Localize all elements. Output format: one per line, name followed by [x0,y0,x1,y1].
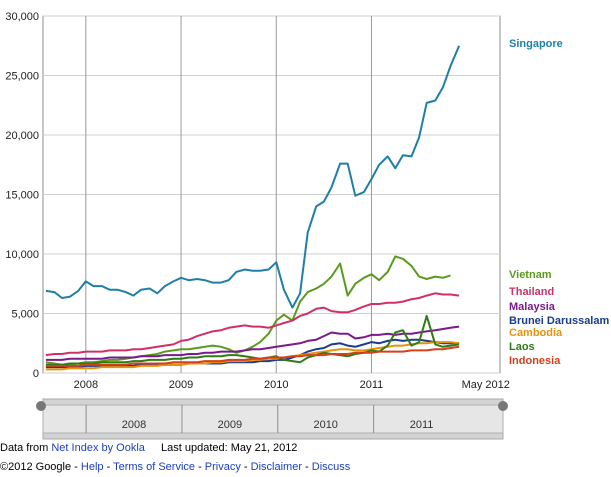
terms-link[interactable]: Terms of Service [113,461,196,473]
y-tick-label: 5,000 [11,309,39,321]
ookla-link[interactable]: Net Index by Ookla [51,442,145,454]
y-tick-label: 20,000 [5,130,39,142]
legend-label-brunei-darussalam: Brunei Darussalam [509,315,609,327]
series-line-thailand[interactable] [45,292,460,357]
series-line-cambodia[interactable] [45,341,460,371]
last-updated: Last updated: May 21, 2012 [161,442,298,454]
x-tick-label: 2009 [169,379,193,391]
discuss-link[interactable]: Discuss [311,461,351,473]
navigator-year-label: 2009 [218,419,242,431]
series-line-laos[interactable] [45,314,460,366]
navigator-selection[interactable] [42,404,504,434]
navigator-year-label: 2008 [122,419,146,431]
legend-label-thailand: Thailand [509,286,554,298]
help-link[interactable]: Help [80,461,104,473]
footer-source-line: Data from Net Index by Ookla Last update… [0,442,297,454]
copyright: ©2012 Google [0,461,72,473]
legend-label-indonesia: Indonesia [509,355,561,367]
series-line-singapore[interactable] [45,45,461,309]
disclaimer-link[interactable]: Disclaimer [250,461,302,473]
series-line-vietnam[interactable] [45,255,451,366]
source-prefix: Data from [0,442,49,454]
navigator-year-label: 2010 [313,419,337,431]
legend-label-vietnam: Vietnam [509,269,552,281]
range-navigator[interactable]: 2008 2009 2010 2011 [36,398,508,440]
navigator-year-label: 2011 [410,419,434,431]
x-tick-label: 2008 [74,379,98,391]
x-tick-label: May 2012 [462,379,510,391]
y-tick-label: 15,000 [5,190,39,202]
y-tick-label: 0 [33,368,39,380]
navigator-left-handle[interactable] [36,401,46,411]
y-tick-label: 25,000 [5,71,39,83]
privacy-link[interactable]: Privacy [204,461,241,473]
y-tick-label: 30,000 [5,11,39,23]
series-line-malaysia[interactable] [45,325,460,361]
x-tick-label: 2010 [264,379,288,391]
legend-label-laos: Laos [509,341,535,353]
speed-line-chart: 0 5,000 10,000 15,000 20,000 25,000 30,000 200… [5,11,609,440]
y-tick-label: 10,000 [5,249,39,261]
footer-legal-line: ©2012 Google - Help - Terms of Service -… [0,461,351,473]
legend-label-malaysia: Malaysia [509,301,556,313]
series-line-indonesia[interactable] [45,345,460,367]
legend-label-cambodia: Cambodia [509,327,563,339]
navigator-right-handle[interactable] [498,401,508,411]
legend-label-singapore: Singapore [509,38,563,50]
x-tick-label: 2011 [360,379,384,391]
